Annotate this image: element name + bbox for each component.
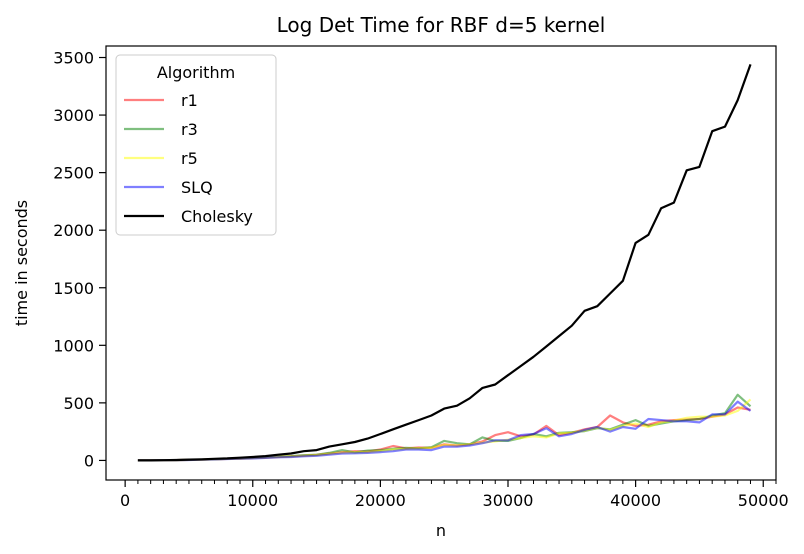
axes-frame (105, 45, 777, 481)
y-tick-label: 0 (84, 451, 94, 470)
y-tick-label: 3500 (53, 49, 94, 68)
legend-label-r1: r1 (181, 91, 198, 110)
y-axis: 0 500 1000 1500 2000 2500 3000 3500 (53, 49, 106, 470)
series-line-cholesky (137, 64, 752, 462)
x-tick-label: 30000 (483, 491, 534, 510)
legend-label-slq: SLQ (181, 178, 213, 197)
y-tick-label: 2500 (53, 164, 94, 183)
legend-label-cholesky: Cholesky (181, 207, 253, 226)
x-tick-label: 50000 (738, 491, 789, 510)
chart-title: Log Det Time for RBF d=5 kernel (277, 13, 606, 37)
legend-title: Algorithm (157, 63, 235, 82)
y-tick-label: 3000 (53, 106, 94, 125)
y-tick-label: 500 (63, 394, 94, 413)
y-tick-label: 1500 (53, 279, 94, 298)
x-tick-label: 10000 (227, 491, 278, 510)
y-tick-label: 2000 (53, 221, 94, 240)
y-tick-label: 1000 (53, 336, 94, 355)
x-tick-label: 20000 (355, 491, 406, 510)
x-axis-label: n (436, 521, 446, 540)
legend-label-r5: r5 (181, 149, 198, 168)
x-tick-label: 40000 (610, 491, 661, 510)
series-layer (137, 64, 752, 462)
legend-label-r3: r3 (181, 120, 198, 139)
x-tick-label: 0 (120, 491, 130, 510)
legend-entries: r1 r3 r5 SLQ Cholesky (124, 91, 253, 226)
x-axis: 0 10000 20000 30000 40000 50000 (120, 480, 789, 510)
y-axis-label: time in seconds (12, 200, 31, 326)
legend: Algorithm r1 r3 r5 SLQ Cholesky (115, 54, 277, 236)
